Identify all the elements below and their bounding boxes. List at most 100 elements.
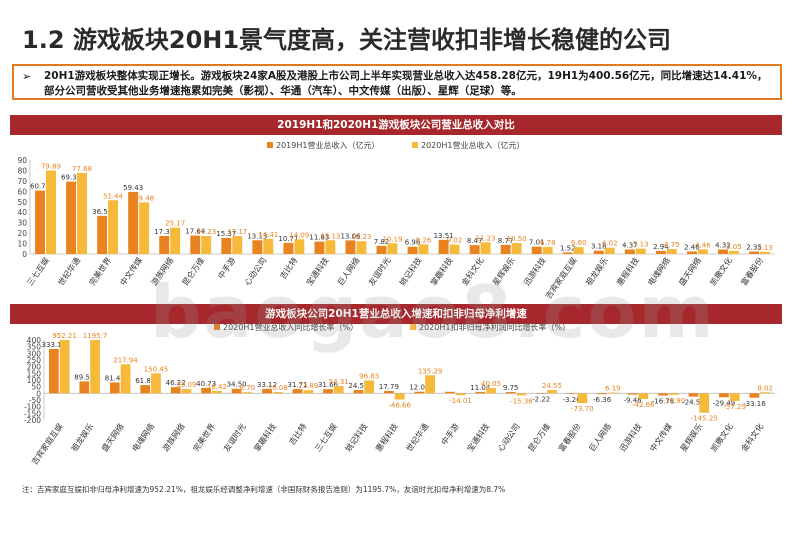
bar — [697, 249, 708, 254]
data-label: -10.90 — [662, 397, 685, 405]
data-label: 11.83 — [309, 234, 329, 242]
data-label: 17.23 — [196, 228, 216, 236]
data-label: 10.19 — [382, 235, 402, 243]
y-tick-label: 350 — [27, 343, 42, 352]
data-label: 13.51 — [434, 232, 454, 240]
data-label: 25.17 — [165, 220, 185, 228]
data-label: 7.82 — [374, 238, 390, 246]
legend-swatch — [214, 324, 220, 330]
data-label: 59.43 — [123, 184, 143, 192]
bar — [542, 246, 553, 254]
data-label: 17.30 — [154, 228, 174, 236]
revenue-comparison-chart: 2019H1营业总收入（亿元） 2020H1营业总收入（亿元）0102030405… — [17, 140, 775, 300]
category-label: 世纪华通 — [404, 421, 431, 453]
bar — [566, 393, 577, 394]
bar — [688, 393, 699, 397]
bar — [159, 235, 170, 254]
bar — [718, 249, 728, 254]
y-tick-label: -200 — [24, 416, 41, 425]
y-tick-label: 90 — [17, 156, 27, 165]
bar — [486, 387, 496, 394]
data-label: 51.44 — [103, 192, 124, 200]
category-label: 吉宾家庭互娱 — [29, 421, 65, 466]
data-label: 8.77 — [498, 237, 514, 245]
data-label: 61.80 — [135, 377, 155, 385]
bar — [449, 244, 460, 254]
data-label: 96.83 — [359, 372, 379, 380]
data-label: 3.05 — [726, 243, 742, 251]
bar — [35, 190, 46, 254]
bar — [658, 393, 668, 396]
data-label: -73.70 — [571, 405, 594, 413]
data-label: 217.94 — [113, 356, 138, 364]
bar — [190, 235, 201, 254]
legend-label: 2020H1扣非归母净利润同比增长率（%） — [419, 322, 570, 332]
y-tick-label: 40 — [17, 208, 27, 217]
chart1-header: 2019H1和2020H1游戏板块公司营业总收入对比 — [10, 115, 782, 135]
category-label: 中文传媒 — [647, 421, 674, 453]
bar — [686, 251, 697, 254]
category-label: 中手游 — [439, 421, 461, 446]
data-label: 14.09 — [289, 231, 309, 239]
bar — [140, 385, 151, 394]
bar — [536, 393, 547, 394]
legend-swatch — [267, 142, 273, 148]
y-tick-label: 50 — [17, 198, 27, 207]
y-tick-label: 0 — [22, 250, 27, 259]
legend-label: 2020H1营业总收入同比增长率（%） — [223, 322, 358, 332]
bar — [475, 391, 486, 394]
data-label: 49.48 — [134, 194, 154, 202]
bar — [597, 393, 607, 395]
bar — [151, 373, 161, 394]
bar — [511, 243, 522, 254]
data-label: 3.18 — [591, 243, 607, 251]
y-tick-label: 400 — [27, 336, 42, 345]
bar — [469, 245, 480, 254]
data-label: 33.09 — [176, 381, 196, 389]
legend-label: 2020H1营业总收入（亿元） — [421, 140, 524, 150]
data-label: 12.08 — [409, 384, 429, 392]
chart2-header: 游戏板块公司20H1营业总收入增速和扣非归母净利增速 — [10, 304, 782, 324]
data-label: 15.37 — [216, 230, 236, 238]
bar — [201, 236, 212, 254]
bar — [627, 393, 638, 395]
bar — [604, 247, 615, 254]
data-label: 13.13 — [247, 232, 267, 240]
bar — [79, 381, 90, 394]
y-tick-label: 200 — [27, 363, 42, 372]
data-label: 13.06 — [340, 232, 361, 240]
bar — [573, 247, 584, 254]
y-tick-label: 50 — [31, 383, 41, 392]
bar — [666, 249, 677, 254]
data-label: -9.48 — [624, 397, 642, 405]
bar — [59, 340, 70, 394]
data-label: 81.43 — [105, 374, 125, 382]
bar — [252, 240, 263, 254]
data-label: 6.78 — [540, 239, 556, 247]
bar — [48, 348, 59, 394]
bar — [749, 393, 760, 398]
bar — [480, 242, 491, 254]
bar — [262, 388, 272, 394]
bar — [635, 248, 646, 254]
bar — [655, 250, 666, 254]
data-label: -46.66 — [388, 402, 411, 410]
category-label: 迅游科技 — [617, 421, 644, 453]
data-label: 4.32 — [715, 241, 731, 249]
footnote: 注：吉宾家庭互娱扣非归母净利增速为952.21%，祖龙娱乐经调整净利增速（非国际… — [22, 485, 506, 494]
bar — [128, 191, 139, 254]
bar — [181, 388, 192, 394]
bar — [97, 215, 108, 254]
bar — [638, 393, 649, 400]
data-label: 18.42 — [207, 383, 227, 391]
bar — [242, 392, 253, 394]
data-label: 952.21 — [52, 332, 77, 340]
bar — [729, 393, 740, 401]
y-tick-label: 30 — [17, 219, 27, 228]
category-label: 星辉娱乐 — [678, 421, 705, 453]
data-label: 60.71 — [30, 183, 50, 191]
data-label: 17.64 — [185, 228, 206, 236]
data-label: 24.51 — [348, 382, 368, 390]
data-label: 11.04 — [470, 384, 491, 392]
data-label: 6.96 — [405, 239, 421, 247]
